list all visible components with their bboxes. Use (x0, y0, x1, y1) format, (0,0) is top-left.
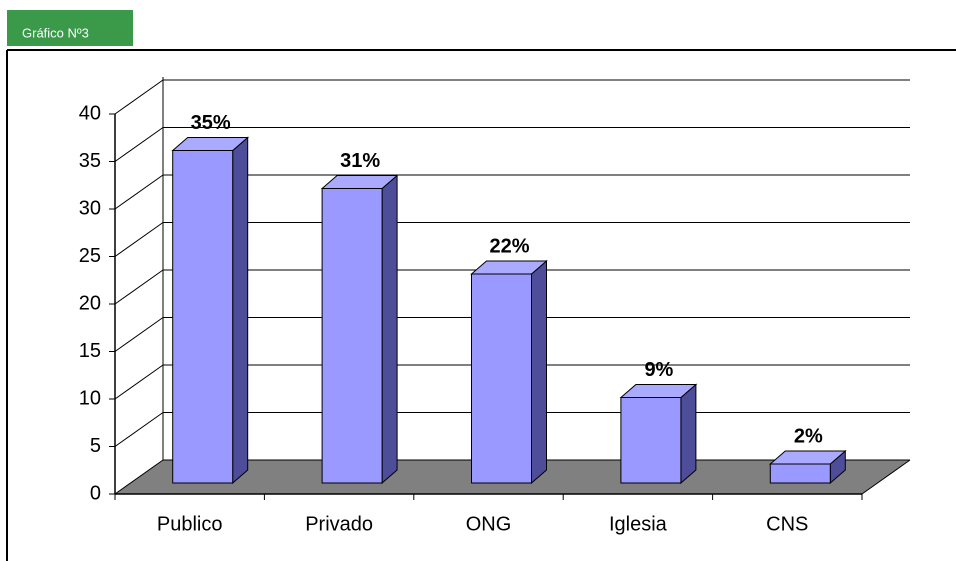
grid-line (115, 175, 163, 209)
page: Gráfico Nº3 35% 31% 22% 9% 2% 0 5 10 15 20 25 30 35… (0, 0, 956, 561)
y-tick-label: 40 (79, 102, 101, 124)
value-label: 9% (644, 359, 673, 381)
y-tick-label: 0 (90, 482, 101, 504)
y-tick-label: 25 (79, 245, 101, 267)
y-tick-label: 10 (79, 387, 101, 409)
x-tick-label: Publico (157, 513, 223, 535)
bar-side (681, 385, 696, 484)
marks: 35% 31% 22% 9% 2% (173, 112, 846, 483)
bar-side (233, 138, 248, 484)
grid-line (115, 318, 163, 352)
chart: Gráfico Nº3 35% 31% 22% 9% 2% 0 5 10 15 20 25 30 35… (0, 0, 956, 561)
value-label: 35% (191, 112, 231, 134)
y-tick-label: 35 (79, 150, 101, 172)
bar (322, 189, 382, 484)
value-label: 2% (794, 425, 823, 447)
y-tick-label: 15 (79, 340, 101, 362)
bar (621, 398, 681, 484)
grid-line (115, 365, 163, 399)
value-label: 31% (340, 150, 380, 172)
x-tick-label: Privado (305, 513, 373, 535)
y-tick-label: 30 (79, 197, 101, 219)
caption: Gráfico Nº3 (22, 25, 89, 40)
bar (173, 151, 233, 484)
x-tick-label: Iglesia (609, 513, 668, 535)
bar-side (532, 261, 547, 483)
x-tick-label: ONG (466, 513, 512, 535)
grid-line (115, 413, 163, 447)
grid-line (115, 80, 163, 114)
grid-line (115, 270, 163, 304)
grid-line (115, 223, 163, 257)
bar (770, 464, 830, 483)
value-label: 22% (489, 235, 529, 257)
y-tick-label: 5 (90, 435, 101, 457)
x-tick-label: CNS (766, 513, 808, 535)
bar-side (382, 176, 397, 484)
grid-line (115, 128, 163, 162)
y-tick-label: 20 (79, 292, 101, 314)
bar (472, 274, 532, 483)
